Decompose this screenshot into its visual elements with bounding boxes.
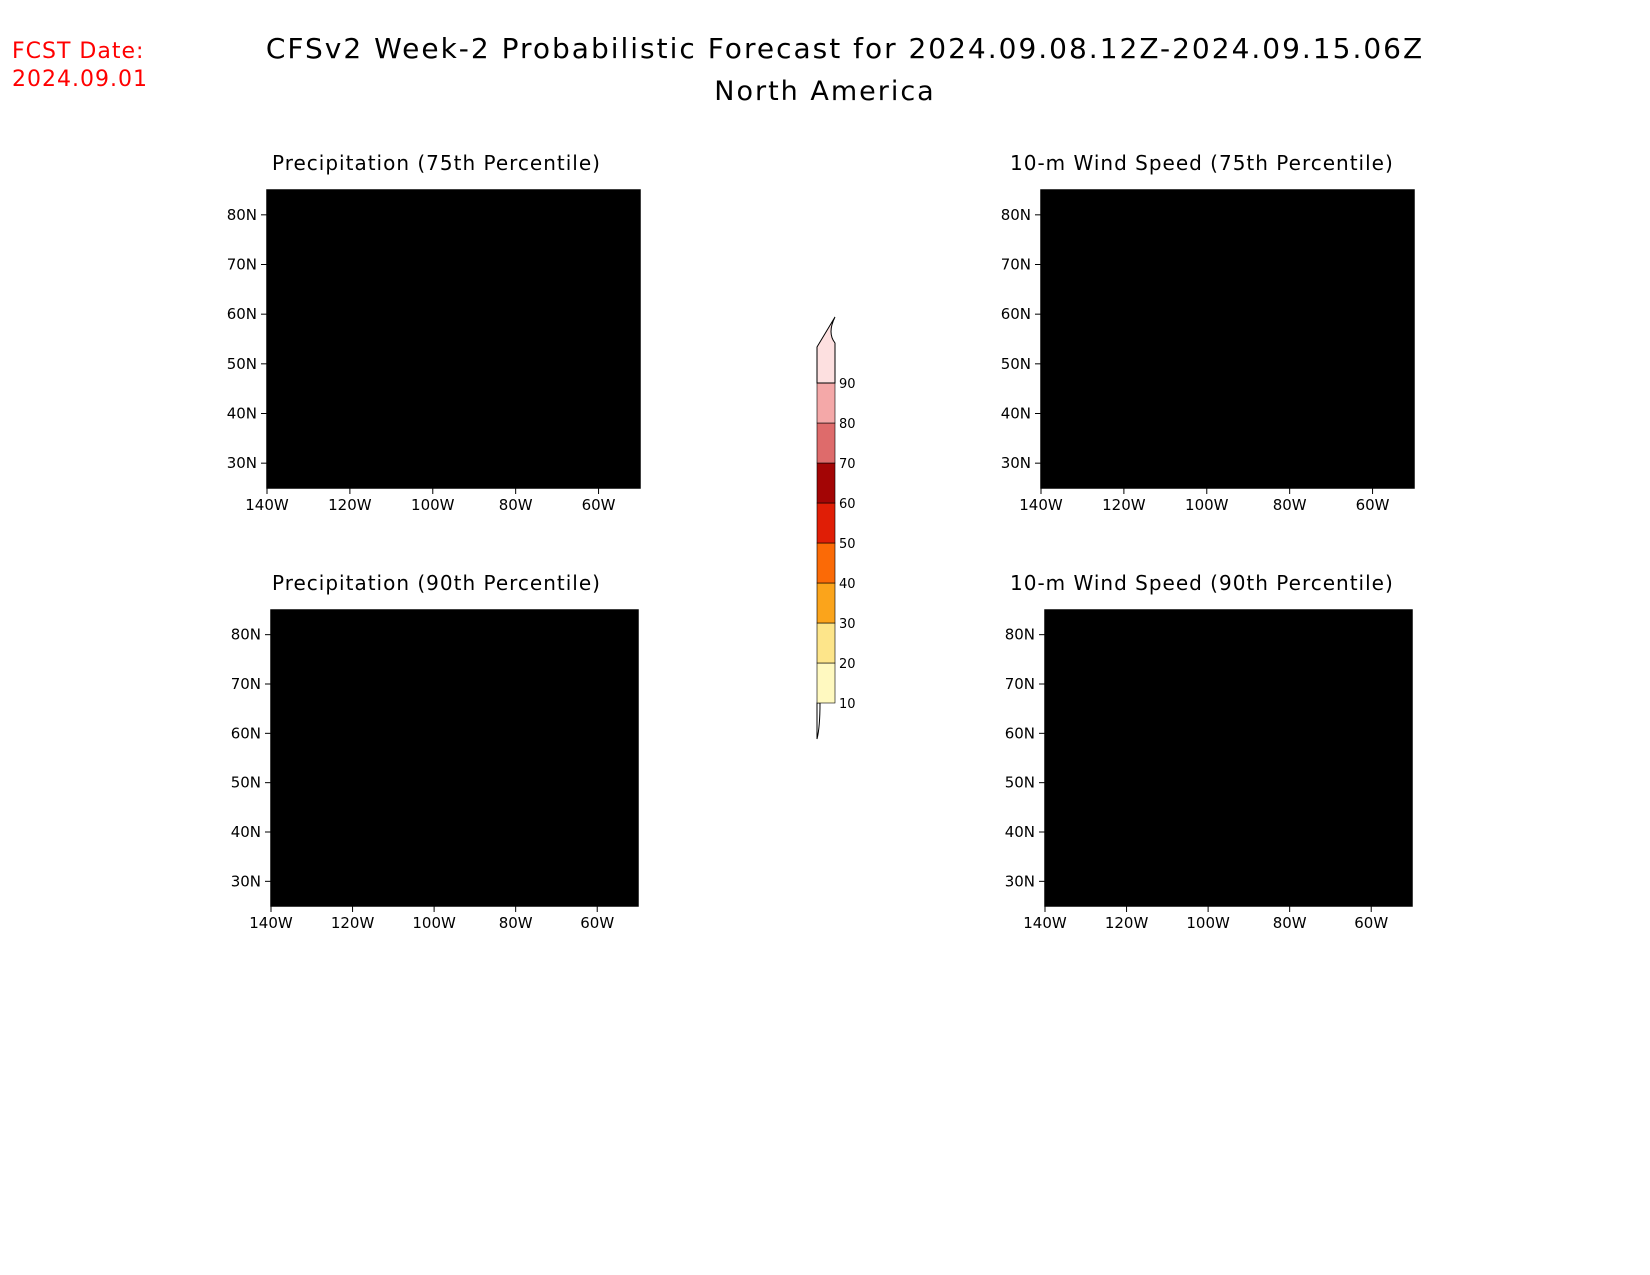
longitude-label: 140W [1019,496,1063,514]
colorbar-level-label: 10 [839,697,856,712]
latitude-label: 60N [231,724,261,742]
longitude-label: 60W [582,496,616,514]
forecast-date-block: FCST Date: 2024.09.01 [12,38,148,94]
longitude-label: 100W [1185,496,1229,514]
latitude-label: 60N [1001,305,1031,323]
longitude-label: 140W [249,914,293,932]
coastline-outline [271,619,634,906]
panel-title-precip-75: Precipitation (75th Percentile) [272,151,601,175]
probability-shading [1045,610,1412,906]
map-panel-precip-75: 80N 70N 60N 50N 40N 30N 140W 120W 100W 80W 60W [227,189,641,514]
latitude-label: 30N [1005,872,1035,890]
latitude-label: 70N [227,256,257,274]
probability-shading [1041,190,1414,488]
latitude-label: 30N [1001,454,1031,472]
colorbar-level-label: 80 [839,417,856,432]
longitude-label: 100W [412,914,456,932]
coastline-outline [267,199,636,488]
map-frame [266,189,641,489]
colorbar-cell [816,622,836,664]
colorbar-cell [816,502,836,544]
coastline-outline [1045,619,1408,906]
colorbar-level-label: 90 [839,377,856,392]
longitude-label: 120W [1105,914,1149,932]
longitude-label: 80W [1273,496,1307,514]
colorbar-cell [816,316,836,384]
latitude-label: 40N [231,823,261,841]
colorbar-cell [816,542,836,584]
map-panel-wind-90: 80N 70N 60N 50N 40N 30N 140W 120W 100W 80W 60W [1005,609,1413,932]
latitude-label: 40N [1001,405,1031,423]
figure-subtitle: North America [714,76,936,107]
colorbar-cell [816,422,836,464]
map-frame [1040,189,1415,489]
colorbar-level-label: 50 [839,537,856,552]
panel-title-wind-90: 10-m Wind Speed (90th Percentile) [1010,571,1394,595]
latitude-label: 50N [1005,774,1035,792]
latitude-label: 50N [1001,355,1031,373]
latitude-label: 30N [227,454,257,472]
forecast-date-value: 2024.09.01 [12,67,148,92]
longitude-label: 140W [1023,914,1067,932]
map-frame [270,609,639,907]
latitude-label: 60N [1005,724,1035,742]
longitude-label: 80W [1273,914,1307,932]
colorbar-cell [816,582,836,624]
colorbar-level-label: 40 [839,577,856,592]
figure-title: CFSv2 Week-2 Probabilistic Forecast for … [265,32,1425,65]
longitude-label: 120W [328,496,372,514]
latitude-label: 70N [231,675,261,693]
latitude-label: 40N [227,405,257,423]
map-panel-wind-75: 80N 70N 60N 50N 40N 30N 140W 120W 100W 80W 60W [1001,189,1415,514]
latitude-label: 80N [1001,206,1031,224]
longitude-label: 100W [411,496,455,514]
colorbar-cell [816,662,836,704]
forecast-date-label: FCST Date: [12,39,145,64]
longitude-label: 100W [1186,914,1230,932]
longitude-label: 60W [580,914,614,932]
latitude-label: 50N [231,774,261,792]
latitude-label: 80N [227,206,257,224]
latitude-label: 50N [227,355,257,373]
colorbar-level-label: 60 [839,497,856,512]
colorbar-level-label: 30 [839,617,856,632]
longitude-label: 120W [1102,496,1146,514]
colorbar-cell [816,382,836,424]
coastline-outline [1041,199,1410,488]
colorbar-level-label: 70 [839,457,856,472]
longitude-label: 60W [1354,914,1388,932]
map-panel-precip-90: 80N 70N 60N 50N 40N 30N 140W 120W 100W 80W 60W [231,609,639,932]
panel-title-wind-75: 10-m Wind Speed (75th Percentile) [1010,151,1394,175]
latitude-label: 30N [231,872,261,890]
latitude-label: 70N [1001,256,1031,274]
latitude-label: 80N [231,626,261,644]
map-frame [1044,609,1413,907]
latitude-label: 40N [1005,823,1035,841]
latitude-label: 70N [1005,675,1035,693]
longitude-label: 120W [331,914,375,932]
longitude-label: 80W [499,496,533,514]
longitude-label: 140W [245,496,289,514]
probability-shading [271,610,638,906]
colorbar-cell [816,462,836,504]
latitude-label: 60N [227,305,257,323]
latitude-label: 80N [1005,626,1035,644]
probability-shading [267,190,640,488]
panel-title-precip-90: Precipitation (90th Percentile) [272,571,601,595]
colorbar: 10 20 30 40 50 60 70 80 90 [816,316,856,740]
colorbar-level-label: 20 [839,657,856,672]
longitude-label: 60W [1356,496,1390,514]
longitude-label: 80W [499,914,533,932]
